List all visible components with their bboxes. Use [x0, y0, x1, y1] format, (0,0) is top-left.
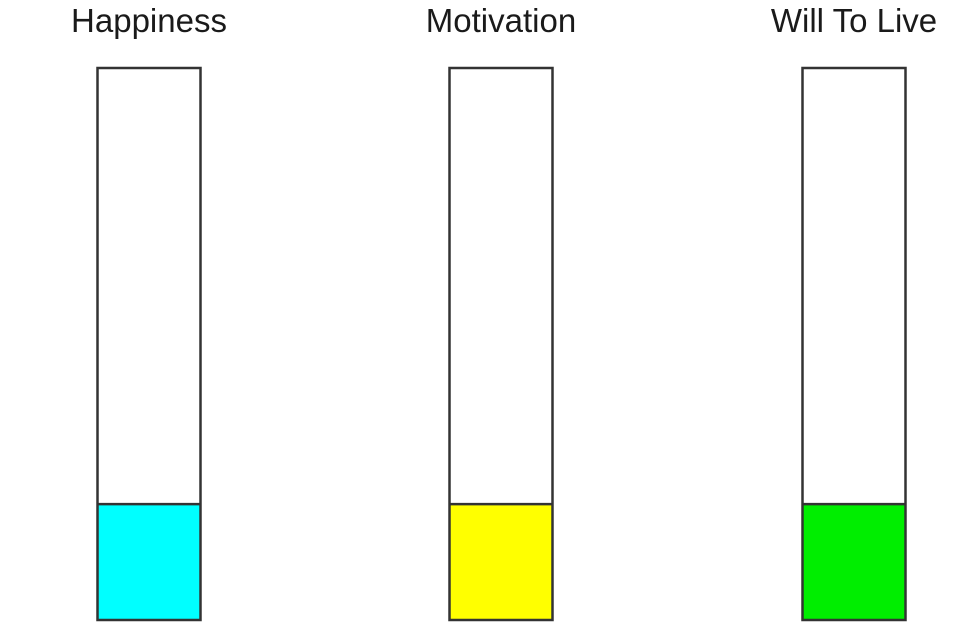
bar-happiness [97, 504, 201, 620]
bar-will-to-live [802, 504, 906, 620]
tick-label-happiness: Happiness [71, 2, 227, 39]
gauge-outline-will-to-live [801, 66, 907, 622]
gauge-outline-happiness [96, 66, 202, 622]
tick-label-motivation: Motivation [426, 2, 576, 39]
tick-label-will-to-live: Will To Live [771, 2, 937, 39]
bar-motivation [449, 504, 553, 620]
gauge-outline-motivation [448, 66, 554, 622]
